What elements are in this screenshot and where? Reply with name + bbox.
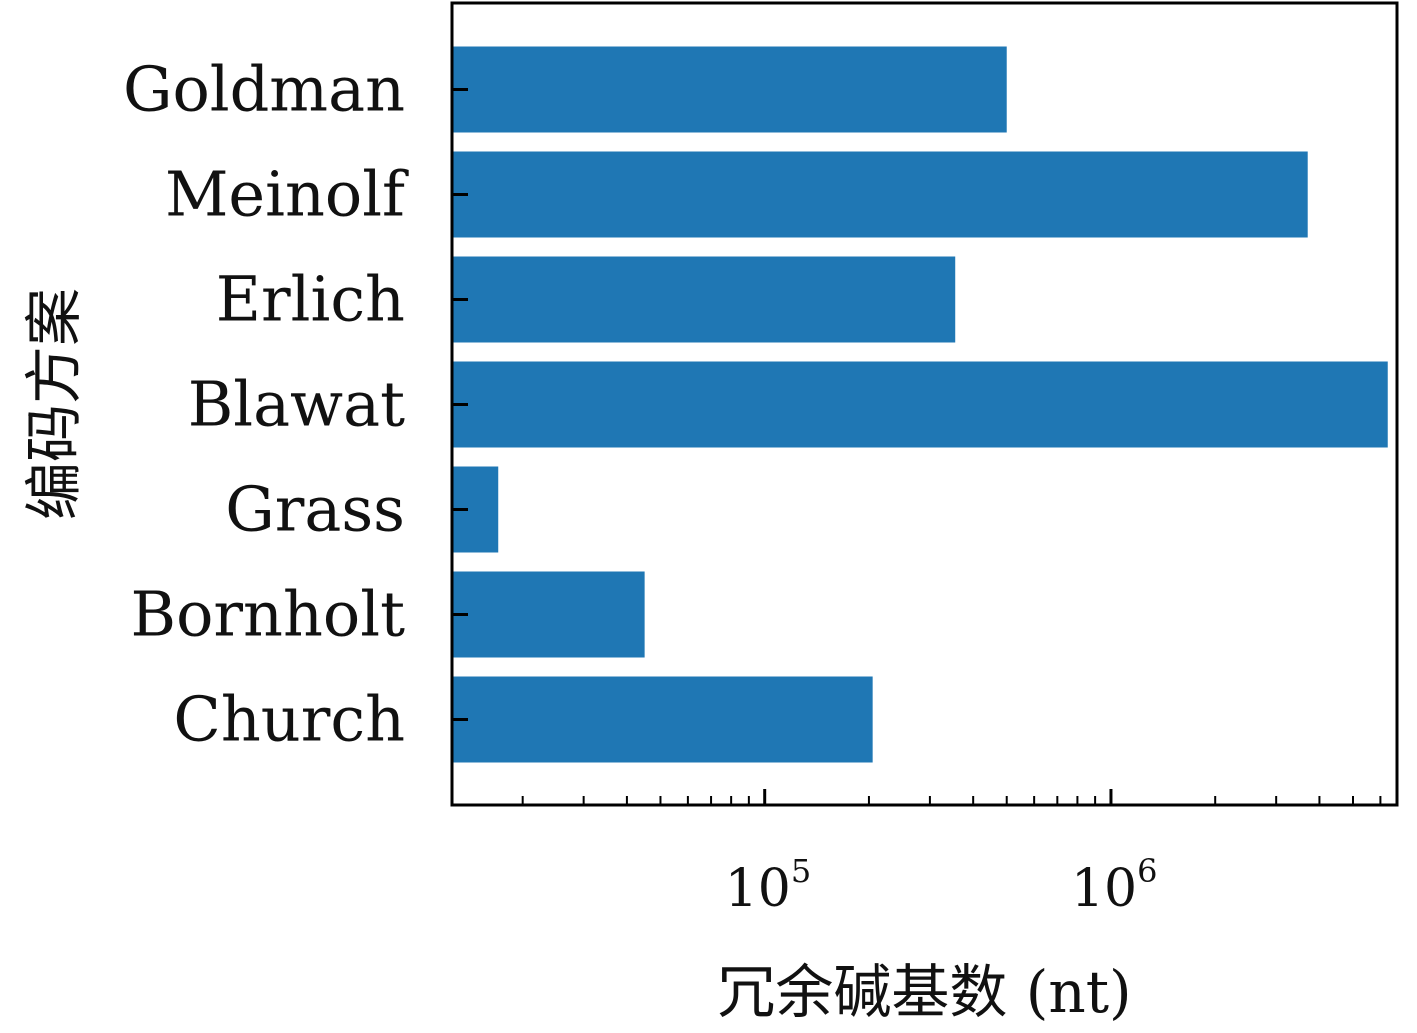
y-tick-label-bornholt: Bornholt	[131, 578, 406, 651]
y-tick-label-blawat: Blawat	[188, 368, 405, 441]
bar-church	[452, 676, 873, 763]
y-tick-label-goldman: Goldman	[123, 53, 405, 126]
y-tick-label-church: Church	[173, 683, 405, 756]
plot-frame	[450, 1, 1399, 807]
x-tick-label: 105	[725, 852, 812, 919]
x-axis-title: 冗余碱基数 (nt)	[717, 958, 1131, 1026]
y-ticks-group: Goldman Meinolf Erlich Blawat Grass Bornholt C…	[123, 53, 468, 756]
y-axis-title: 编码方案	[20, 288, 88, 520]
bar-erlich	[452, 256, 956, 343]
x-tick-label: 106	[1071, 852, 1158, 919]
bars-group	[452, 46, 1388, 763]
y-tick-label-grass: Grass	[225, 473, 405, 546]
bar-bornholt	[452, 571, 645, 658]
bar-goldman	[452, 46, 1007, 133]
bar-blawat	[452, 361, 1388, 448]
bar-meinolf	[452, 151, 1308, 238]
y-tick-label-erlich: Erlich	[216, 263, 405, 336]
y-tick-label-meinolf: Meinolf	[165, 158, 409, 231]
x-ticks-group: 105 106	[521, 789, 1382, 919]
